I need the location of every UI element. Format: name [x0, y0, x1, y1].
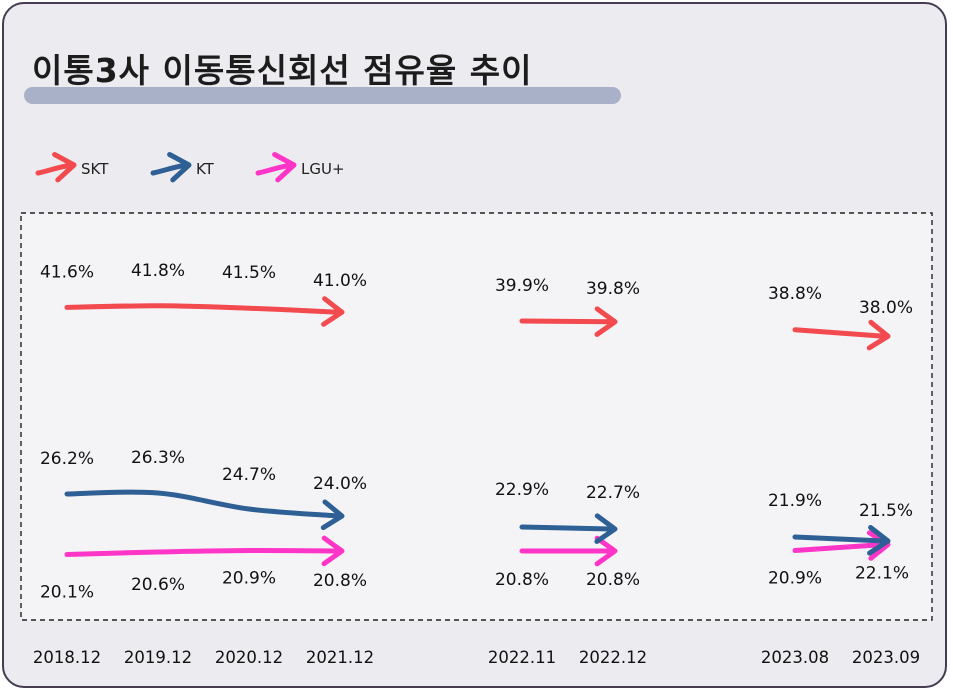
- data-label-lgu-4: 20.8%: [495, 570, 549, 590]
- series-line-lgu-seg1: [64, 547, 341, 557]
- legend-arrowhead: [52, 152, 77, 183]
- x-tick-label: 2019.12: [124, 648, 192, 667]
- data-label-lgu-0: 20.1%: [40, 583, 94, 603]
- data-label-skt-7: 38.0%: [859, 298, 913, 318]
- arrowhead-lgu-seg2: [594, 535, 618, 567]
- arrowhead-kt-seg3: [867, 525, 891, 556]
- series-line-skt-seg3: [792, 327, 887, 339]
- arrowhead-skt-seg2: [594, 306, 618, 337]
- series-line-skt-seg2: [519, 318, 614, 325]
- legend-arrowhead: [167, 152, 192, 183]
- arrowhead-skt-seg1: [321, 296, 345, 327]
- series-line-skt-seg1: [64, 303, 341, 315]
- data-label-skt-4: 39.9%: [495, 276, 549, 296]
- series-line-kt-seg1: [64, 489, 341, 519]
- data-label-skt-6: 38.8%: [768, 284, 822, 304]
- data-label-kt-2: 24.7%: [222, 465, 276, 485]
- x-tick-label: 2021.12: [306, 648, 374, 667]
- chart-title: 이통3사 이동통신회선 점유율 추이: [32, 51, 533, 90]
- x-tick-label: 2022.11: [488, 648, 556, 667]
- legend: SKT KT LGU+: [35, 152, 345, 183]
- data-label-skt-0: 41.6%: [40, 262, 94, 282]
- legend-swatch: [150, 162, 190, 176]
- legend-label: SKT: [81, 160, 109, 178]
- arrowhead-lgu-seg1: [321, 535, 345, 567]
- data-label-skt-3: 41.0%: [313, 271, 367, 291]
- legend-label: LGU+: [301, 160, 345, 178]
- x-tick-label: 2022.12: [579, 648, 647, 667]
- data-label-skt-1: 41.8%: [131, 261, 185, 281]
- x-tick-label: 2020.12: [215, 648, 283, 667]
- data-label-lgu-7: 22.1%: [855, 564, 909, 584]
- data-label-kt-4: 22.9%: [495, 480, 549, 500]
- arrowhead-kt-seg1: [320, 499, 345, 531]
- arrowhead-kt-seg2: [594, 513, 618, 544]
- data-label-kt-5: 22.7%: [586, 483, 640, 503]
- x-tick-label: 2023.08: [761, 648, 829, 667]
- data-label-lgu-1: 20.6%: [131, 575, 185, 595]
- legend-item-skt: SKT: [35, 152, 109, 183]
- chart-marks: 41.6% 41.8% 41.5% 41.0% 39.9% 39.8% 38.8% 38.0%…: [40, 261, 913, 603]
- data-label-skt-5: 39.8%: [586, 279, 640, 299]
- arrowhead-skt-seg3: [866, 319, 891, 351]
- data-label-lgu-5: 20.8%: [586, 570, 640, 590]
- legend-item-lgu: LGU+: [255, 152, 345, 183]
- data-label-kt-6: 21.9%: [768, 491, 822, 511]
- legend-item-kt: KT: [150, 152, 215, 183]
- data-label-kt-1: 26.3%: [131, 448, 185, 468]
- legend-swatch: [35, 162, 75, 176]
- data-label-lgu-3: 20.8%: [313, 571, 367, 591]
- series-line-kt-seg2: [519, 524, 614, 532]
- title-underline: [24, 87, 621, 104]
- legend-swatch: [255, 162, 295, 176]
- data-label-kt-7: 21.5%: [859, 501, 913, 521]
- arrowhead-lgu-seg3: [866, 530, 891, 561]
- data-label-lgu-2: 20.9%: [222, 569, 276, 589]
- x-axis-ticks: 2018.12 2019.12 2020.12 2021.12 2022.11 2022.…: [33, 648, 920, 667]
- data-label-skt-2: 41.5%: [222, 263, 276, 283]
- legend-arrowhead: [272, 152, 297, 183]
- x-tick-label: 2018.12: [33, 648, 101, 667]
- legend-label: KT: [196, 160, 215, 178]
- data-label-kt-3: 24.0%: [313, 474, 367, 494]
- x-tick-label: 2023.09: [852, 648, 920, 667]
- data-label-kt-0: 26.2%: [40, 449, 94, 469]
- data-label-lgu-6: 20.9%: [768, 569, 822, 589]
- series-line-kt-seg3: [792, 534, 887, 544]
